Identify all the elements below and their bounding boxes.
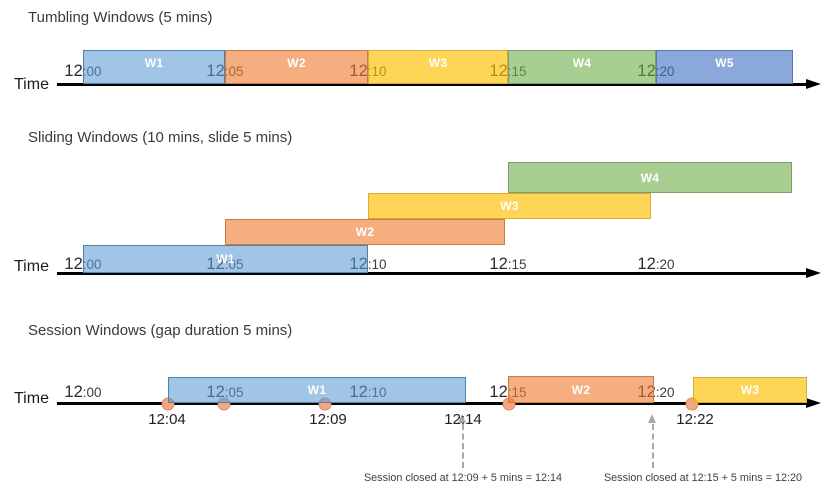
window-label: W4 <box>640 170 660 185</box>
window-label: W5 <box>715 56 734 70</box>
window-w1: W1 <box>83 245 368 273</box>
time-axis <box>57 402 806 405</box>
session-close-arrow-icon <box>458 414 466 423</box>
session-close-note: Session closed at 12:15 + 5 mins = 12:20 <box>603 472 803 484</box>
time-axis-label: Time <box>14 390 49 407</box>
time-axis-label: Time <box>14 76 49 93</box>
event-time-label: 12:04 <box>148 411 186 428</box>
event-time-label: 12:22 <box>676 411 714 428</box>
sliding-title: Sliding Windows (10 mins, slide 5 mins) <box>28 129 293 146</box>
window-label: W1 <box>307 383 327 397</box>
window-label: W2 <box>355 225 375 239</box>
session-close-arrow-icon <box>648 414 656 423</box>
window-w4: W4 <box>508 50 656 84</box>
window-w2: W2 <box>508 376 654 403</box>
time-axis <box>57 83 806 86</box>
window-w3: W3 <box>693 377 807 403</box>
tick-12-20: 12:20 <box>637 255 675 273</box>
window-label: W1 <box>144 56 164 70</box>
window-w2: W2 <box>225 219 505 245</box>
axis-arrowhead-icon <box>806 267 821 278</box>
window-w3: W3 <box>368 50 508 84</box>
tick-12-15: 12:15 <box>489 255 527 273</box>
time-axis-label: Time <box>14 258 49 275</box>
session-title: Session Windows (gap duration 5 mins) <box>28 322 293 339</box>
window-w1: W1 <box>168 377 466 403</box>
session-close-note: Session closed at 12:09 + 5 mins = 12:14 <box>363 472 563 484</box>
session-close-arrow-icon <box>461 424 464 468</box>
tumbling-title: Tumbling Windows (5 mins) <box>28 9 213 26</box>
event-time-label: 12:09 <box>309 411 347 428</box>
time-axis <box>57 272 806 275</box>
axis-arrowhead-icon <box>806 397 821 408</box>
tick-12-00: 12:00 <box>64 383 102 401</box>
window-w2: W2 <box>225 50 368 84</box>
window-w5: W5 <box>656 50 793 84</box>
axis-arrowhead-icon <box>806 78 821 89</box>
window-label: W4 <box>572 56 592 70</box>
window-label: W2 <box>287 56 306 70</box>
window-w3: W3 <box>368 193 651 219</box>
session-close-arrow-icon <box>651 424 654 468</box>
window-w4: W4 <box>508 162 792 193</box>
event-time-label: 12:14 <box>444 411 482 428</box>
window-label: W3 <box>740 383 760 397</box>
window-label: W3 <box>428 56 448 70</box>
window-label: W1 <box>216 252 235 266</box>
window-label: W3 <box>500 199 519 213</box>
window-label: W2 <box>571 382 591 397</box>
window-w1: W1 <box>83 50 225 84</box>
